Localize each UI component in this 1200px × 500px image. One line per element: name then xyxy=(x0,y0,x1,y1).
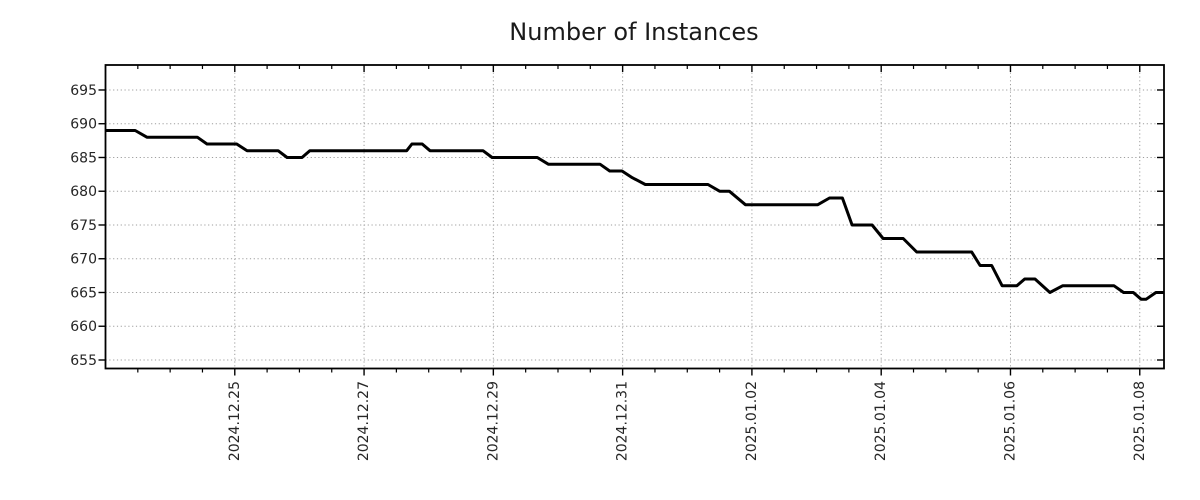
y-tick-label: 675 xyxy=(70,218,97,234)
y-tick-label: 695 xyxy=(70,83,97,99)
y-tick-label: 670 xyxy=(70,252,97,268)
chart-title: Number of Instances xyxy=(509,18,758,46)
y-tick-label: 660 xyxy=(70,319,97,335)
y-tick-label: 685 xyxy=(70,150,97,166)
y-tick-label: 665 xyxy=(70,285,97,301)
y-tick-label: 655 xyxy=(70,353,97,369)
x-tick-label: 2025.01.08 xyxy=(1132,381,1148,461)
x-tick-label: 2025.01.02 xyxy=(744,381,760,461)
x-tick-label: 2024.12.25 xyxy=(227,381,243,461)
x-tick-label: 2024.12.31 xyxy=(615,381,631,461)
x-tick-label: 2024.12.27 xyxy=(356,381,372,461)
label-layer: 655 660 665 670 675 680 685 690 695 2024.12.25 202… xyxy=(70,83,1147,461)
y-tick-label: 690 xyxy=(70,117,97,133)
tick-layer xyxy=(98,65,1164,376)
series-line xyxy=(105,129,1164,301)
y-tick-label: 680 xyxy=(70,184,97,200)
x-tick-label: 2024.12.29 xyxy=(485,381,501,461)
grid-layer xyxy=(105,65,1164,369)
x-tick-label: 2025.01.04 xyxy=(873,381,889,461)
plot-frame xyxy=(104,64,1165,370)
x-tick-label: 2025.01.06 xyxy=(1002,381,1018,461)
series-layer xyxy=(105,129,1164,301)
